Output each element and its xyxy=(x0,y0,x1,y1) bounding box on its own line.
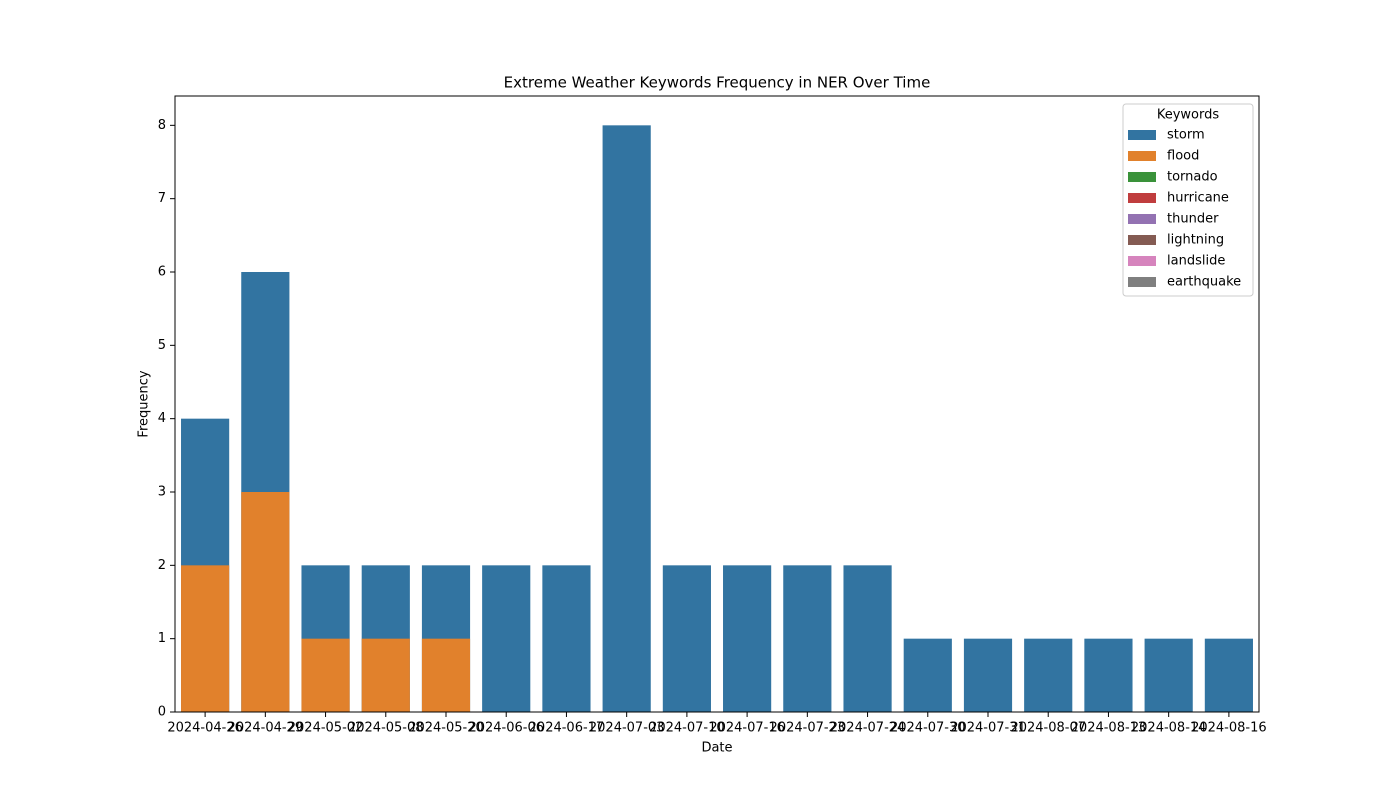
x-tick-label: 2024-07-31 xyxy=(950,721,1026,736)
bar xyxy=(843,565,892,712)
legend-title: Keywords xyxy=(1157,108,1220,123)
y-tick-label: 1 xyxy=(158,631,166,646)
legend-swatch xyxy=(1128,172,1156,182)
x-tick-label: 2024-05-02 xyxy=(288,721,364,736)
bar xyxy=(1084,638,1133,712)
x-tick-label: 2024-07-10 xyxy=(649,721,725,736)
chart-title: Extreme Weather Keywords Frequency in NE… xyxy=(504,74,931,92)
legend-swatch xyxy=(1128,214,1156,224)
y-tick-label: 7 xyxy=(158,191,166,206)
legend-label: flood xyxy=(1167,149,1199,164)
x-tick-label: 2024-07-23 xyxy=(770,721,846,736)
x-tick-label: 2024-05-20 xyxy=(408,721,484,736)
y-tick-label: 0 xyxy=(158,705,166,720)
x-axis-label: Date xyxy=(701,741,732,756)
y-tick-label: 6 xyxy=(158,265,166,280)
y-tick-label: 4 xyxy=(158,411,166,426)
bar xyxy=(1144,638,1193,712)
x-tick-label: 2024-07-24 xyxy=(830,721,906,736)
bar xyxy=(602,125,651,713)
y-tick-label: 8 xyxy=(158,118,166,133)
x-tick-label: 2024-06-17 xyxy=(529,721,605,736)
plot-frame xyxy=(174,95,1260,713)
x-tick-label: 2024-04-26 xyxy=(167,721,243,736)
legend-label: earthquake xyxy=(1167,275,1241,290)
bar xyxy=(963,638,1013,712)
bar xyxy=(662,565,711,712)
legend-swatch xyxy=(1128,130,1156,140)
x-tick-label: 2024-07-03 xyxy=(589,721,665,736)
legend-label: lightning xyxy=(1167,233,1224,248)
legend-label: tornado xyxy=(1167,170,1218,185)
bar xyxy=(421,638,471,712)
x-tick-label: 2024-05-08 xyxy=(348,721,424,736)
legend-swatch xyxy=(1128,277,1156,287)
x-tick-label: 2024-08-13 xyxy=(1071,721,1147,736)
legend-swatch xyxy=(1128,235,1156,245)
bar xyxy=(1204,638,1253,712)
y-axis-label: Frequency xyxy=(137,370,152,437)
bar xyxy=(723,565,772,712)
y-tick-label: 5 xyxy=(158,338,166,353)
bar xyxy=(903,638,952,712)
bar xyxy=(361,638,410,712)
bar xyxy=(241,492,290,712)
x-tick-label: 2024-08-14 xyxy=(1131,721,1207,736)
bar xyxy=(542,565,591,712)
y-tick-label: 3 xyxy=(158,485,166,500)
legend-swatch xyxy=(1128,151,1156,161)
x-tick-label: 2024-07-16 xyxy=(709,721,785,736)
legend-swatch xyxy=(1128,193,1156,203)
x-tick-label: 2024-08-07 xyxy=(1010,721,1086,736)
bar xyxy=(482,565,531,712)
legend-label: landslide xyxy=(1167,254,1225,269)
x-tick-label: 2024-07-30 xyxy=(890,721,966,736)
legend-label: thunder xyxy=(1167,212,1219,227)
bar xyxy=(1024,638,1073,712)
x-tick-label: 2024-06-06 xyxy=(468,721,544,736)
bar xyxy=(783,565,832,712)
bar xyxy=(181,565,230,712)
legend-swatch xyxy=(1128,256,1156,266)
legend-label: hurricane xyxy=(1167,191,1229,206)
legend-label: storm xyxy=(1167,128,1205,143)
bar xyxy=(301,638,350,712)
x-tick-label: 2024-04-29 xyxy=(228,721,304,736)
y-tick-label: 2 xyxy=(158,558,166,573)
x-tick-label: 2024-08-16 xyxy=(1191,721,1267,736)
